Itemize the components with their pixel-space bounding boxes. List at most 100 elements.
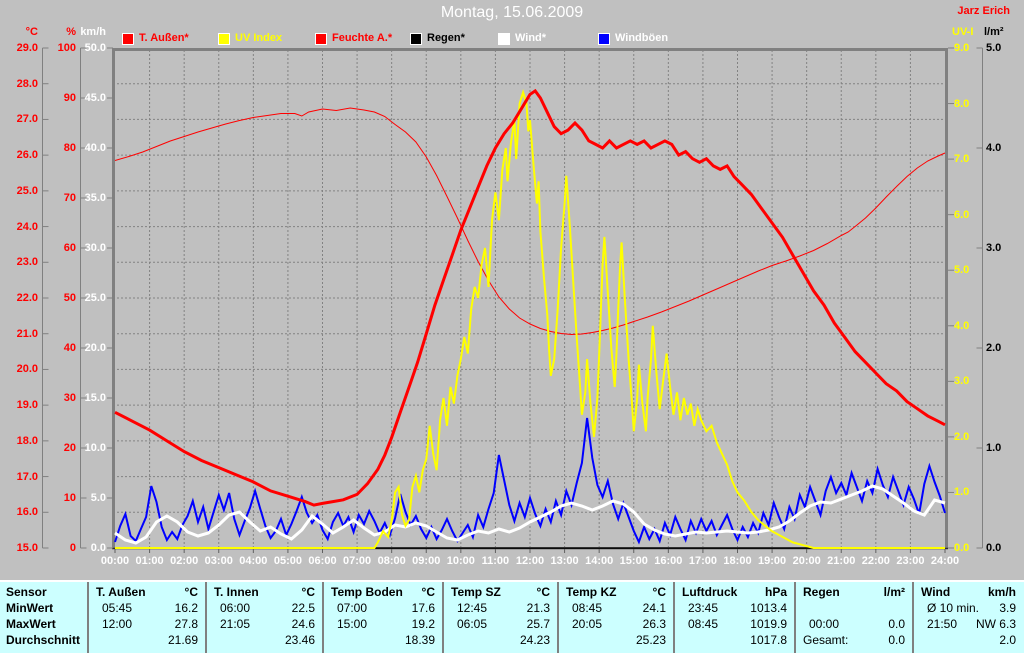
author-watermark: Jarz Erich (957, 5, 1010, 17)
stats-min-time: 12:45 (457, 601, 488, 615)
y-axis-tick-label-wind: 10.0 (84, 442, 106, 454)
y-axis-tick-label-rain: 0.0 (986, 542, 1002, 554)
stats-col-name: Temp Boden (331, 585, 403, 599)
y-axis-tick-label-uv: 3.0 (954, 375, 970, 388)
series-line-t-au-en (114, 88, 946, 507)
stats-max-time: 20:05 (572, 617, 603, 631)
y-axis-tick-label-humidity: 30 (63, 392, 76, 404)
legend-label: Regen* (427, 32, 465, 44)
y-axis-tick-label-temp: 20.0 (16, 363, 38, 376)
x-axis-tick-label: 01:00 (135, 555, 164, 567)
x-axis-tick-label: 14:00 (585, 555, 614, 567)
stats-max-time: 21:50 (927, 617, 958, 631)
series-line-uv-index (115, 89, 945, 549)
stats-col-unit: °C (536, 585, 550, 599)
y-axis-tick-label-rain: 4.0 (986, 142, 1002, 154)
stats-min-value: 16.2 (174, 601, 198, 615)
legend-swatch-regen (410, 33, 422, 45)
x-axis-tick-label: 04:00 (239, 555, 268, 567)
stats-col-unit: °C (184, 585, 198, 599)
table-column-divider (912, 582, 914, 653)
y-axis-tick-label-temp: 25.0 (16, 184, 38, 197)
series-line-wind (114, 484, 946, 545)
y-axis-tick-label-uv: 2.0 (954, 430, 970, 443)
stats-col-name: Wind (921, 585, 951, 599)
y-axis-tick-label-wind: 45.0 (84, 92, 106, 104)
stats-avg-label: Gesamt: (803, 633, 849, 647)
legend-swatch-wind (498, 33, 510, 45)
stats-max-value: NW 6.3 (975, 617, 1016, 631)
stats-avg-value: 18.39 (404, 633, 435, 647)
y-axis-tick-label-wind: 20.0 (84, 342, 106, 354)
y-axis-tick-label-rain: 5.0 (986, 42, 1002, 54)
stats-min-value: 24.1 (642, 601, 666, 615)
stats-min-time: Ø 10 min. (927, 601, 980, 615)
stats-col-unit: °C (301, 585, 315, 599)
y-axis-tick-label-uv: 0.0 (954, 542, 970, 554)
y-axis-tick-label-rain: 2.0 (986, 342, 1002, 354)
stats-min-time: 05:45 (102, 601, 133, 615)
y-axis-tick-label-humidity: 10 (63, 492, 76, 504)
series-line-windb-en (114, 417, 946, 545)
x-axis-tick-label: 12:00 (515, 555, 545, 567)
y-axis-tick-label-wind: 40.0 (84, 142, 106, 154)
y-axis-tick-label-humidity: 90 (63, 92, 76, 104)
y-axis-tick-label-uv: 1.0 (954, 486, 970, 499)
stats-col-name: T. Außen (96, 585, 146, 599)
table-top-divider (0, 580, 1024, 582)
table-column-divider (673, 582, 675, 653)
y-axis-tick-label-humidity: 20 (63, 442, 76, 454)
stats-row-label: MinWert (6, 601, 54, 615)
y-axis-tick-label-uv: 6.0 (954, 208, 970, 221)
y-axis-header-uv: UV-I (952, 26, 974, 38)
y-axis-tick-label-temp: 21.0 (16, 327, 38, 340)
stats-col-unit: °C (652, 585, 666, 599)
y-axis-header-temp: °C (25, 26, 38, 38)
x-axis-tick-label: 00:00 (100, 555, 130, 567)
table-column-divider (442, 582, 444, 653)
stats-max-time: 12:00 (102, 617, 133, 631)
stats-max-time: 08:45 (688, 617, 719, 631)
legend-swatch-windb-en (598, 33, 610, 45)
legend-swatch-t-au-en (122, 33, 134, 45)
page-title: Montag, 15.06.2009 (440, 4, 584, 21)
stats-col-unit: °C (421, 585, 435, 599)
stats-min-time: 08:45 (572, 601, 603, 615)
y-axis-tick-label-temp: 29.0 (16, 42, 38, 54)
stats-col-unit: km/h (987, 585, 1016, 599)
stats-avg-value: 21.69 (167, 633, 198, 647)
chart-plot-area (42, 47, 983, 553)
legend-swatch-feuchte-a (315, 33, 327, 45)
x-axis-tick-label: 09:00 (412, 555, 441, 567)
y-axis-tick-label-uv: 9.0 (954, 42, 970, 54)
stats-avg-value: 24.23 (519, 633, 550, 647)
stats-col-unit: l/m² (883, 585, 905, 599)
stats-min-value: 21.3 (526, 601, 550, 615)
x-axis-tick-label: 10:00 (446, 555, 475, 567)
x-axis-tick-label: 07:00 (343, 555, 372, 567)
y-axis-header-wind: km/h (80, 26, 106, 38)
stats-avg-value: 1017.8 (750, 633, 787, 647)
table-column-divider (794, 582, 796, 653)
stats-max-time: 21:05 (220, 617, 251, 631)
x-axis-tick-label: 23:00 (896, 555, 925, 567)
stats-col-name: Regen (803, 585, 840, 599)
x-axis-tick-label: 03:00 (204, 555, 233, 567)
stats-avg-value: 0.0 (888, 633, 905, 647)
y-axis-tick-label-temp: 26.0 (16, 149, 38, 162)
y-axis-tick-label-wind: 15.0 (84, 392, 106, 404)
stats-min-value: 1013.4 (750, 601, 787, 615)
y-axis-tick-label-humidity: 40 (63, 342, 76, 354)
x-axis-tick-label: 24:00 (930, 555, 960, 567)
stats-max-time: 00:00 (809, 617, 840, 631)
stats-max-time: 06:05 (457, 617, 488, 631)
y-axis-tick-label-temp: 17.0 (16, 470, 38, 483)
y-axis-tick-label-temp: 27.0 (16, 113, 38, 126)
x-axis-tick-label: 15:00 (619, 555, 648, 567)
x-axis-tick-label: 06:00 (308, 555, 337, 567)
y-axis-tick-label-humidity: 50 (63, 292, 76, 304)
table-column-divider (322, 582, 324, 653)
stats-max-value: 1019.9 (750, 617, 787, 631)
y-axis-tick-label-rain: 3.0 (986, 242, 1002, 254)
